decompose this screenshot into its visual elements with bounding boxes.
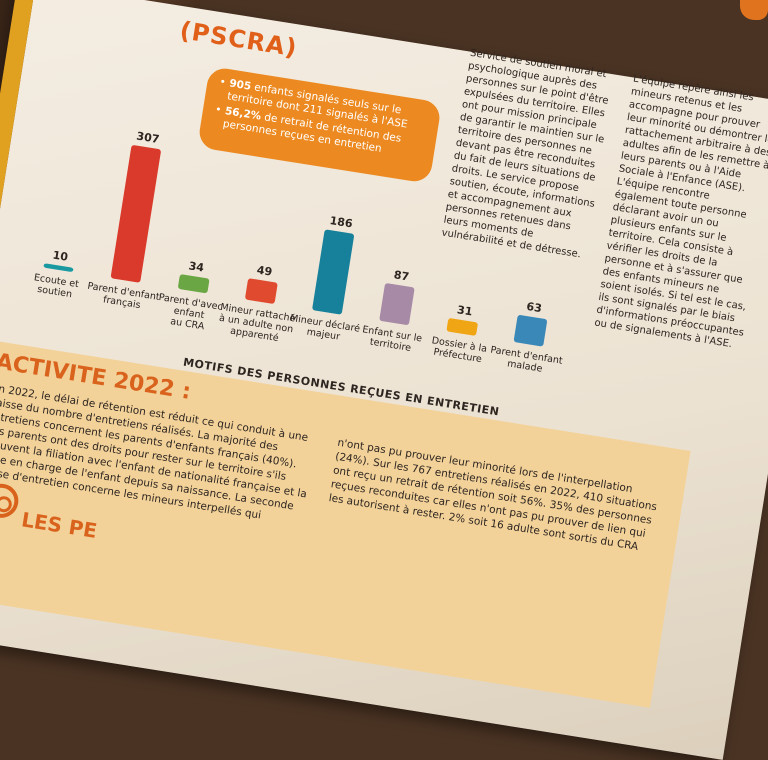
bar-2 [178,274,210,294]
category-label-3: Mineur rattachéà un adulte nonapparenté [216,302,296,346]
bar-value-2: 34 [188,259,205,274]
leaf-icon [740,0,768,20]
category-label-1: Parent d'enfantfrançais [85,281,161,314]
bar-1 [110,145,161,283]
category-label-7: Parent d'enfantmalade [488,345,564,378]
bar-value-4: 186 [329,214,354,230]
category-label-2: Parent d'avecenfantau CRA [154,292,223,335]
bar-value-0: 10 [52,249,69,264]
category-label-6: Dossier à laPréfecture [429,335,488,365]
activity-left-text: En 2022, le délai de rétention est rédui… [0,382,309,522]
bar-5 [379,283,415,325]
category-label-5: Enfant sur leterritoire [360,324,423,355]
category-label-0: Ecoute etsoutien [31,272,79,301]
bar-value-7: 63 [526,300,543,315]
bar-7 [513,315,548,347]
bar-3 [245,278,278,304]
section-title: (PSCRA) [177,16,300,63]
bar-value-6: 31 [456,303,473,318]
category-label-4: Mineur déclarémajeur [287,313,360,346]
bar-value-3: 49 [256,263,273,278]
activity-right-text: n'ont pas pu prouver leur minorité lors … [327,436,658,553]
bar-0 [43,263,74,272]
bar-value-5: 87 [393,268,410,283]
bar-value-1: 307 [136,130,161,146]
bar-6 [446,318,478,336]
bar-4 [312,229,354,315]
motifs-bar-chart: 10 Ecoute etsoutien 307 Parent d'enfantfran… [31,130,564,378]
